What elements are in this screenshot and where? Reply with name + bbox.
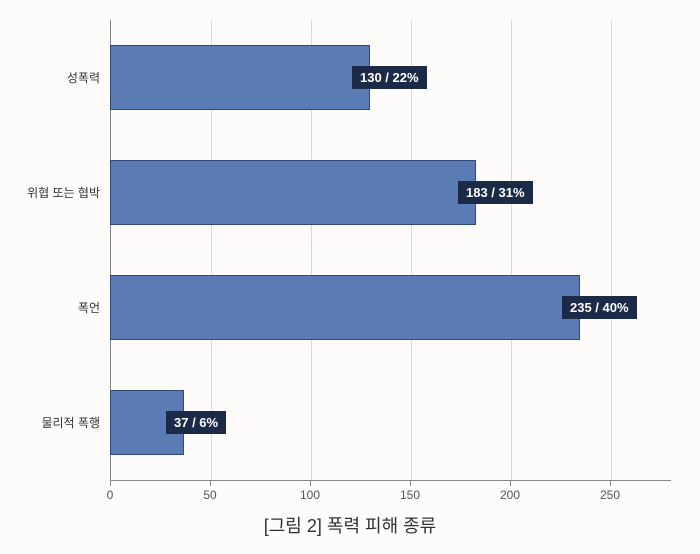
x-tick-label: 100: [290, 488, 330, 502]
gridline: [511, 20, 512, 480]
x-tick-label: 150: [390, 488, 430, 502]
x-tick-mark: [410, 480, 411, 486]
y-tick-label: 물리적 폭행: [41, 414, 100, 431]
data-label: 37 / 6%: [166, 411, 226, 434]
x-tick-mark: [310, 480, 311, 486]
x-tick-mark: [610, 480, 611, 486]
data-label: 183 / 31%: [458, 181, 533, 204]
bar-chart: [그림 2] 폭력 피해 종류 0 50 100 150 200 250 성폭력 130 / …: [0, 0, 700, 554]
x-tick-label: 200: [490, 488, 530, 502]
chart-caption: [그림 2] 폭력 피해 종류: [0, 512, 700, 538]
bar: [110, 45, 370, 109]
y-tick-label: 성폭력: [67, 69, 100, 86]
x-tick-mark: [510, 480, 511, 486]
x-tick-mark: [110, 480, 111, 486]
data-label: 130 / 22%: [352, 66, 427, 89]
x-tick-mark: [210, 480, 211, 486]
y-tick-label: 위협 또는 협박: [27, 184, 100, 201]
bar: [110, 160, 476, 224]
bar: [110, 275, 580, 339]
x-tick-label: 0: [90, 488, 130, 502]
gridline: [611, 20, 612, 480]
x-tick-label: 250: [590, 488, 630, 502]
gridline: [411, 20, 412, 480]
y-tick-label: 폭언: [78, 299, 100, 316]
x-tick-label: 50: [190, 488, 230, 502]
data-label: 235 / 40%: [562, 296, 637, 319]
